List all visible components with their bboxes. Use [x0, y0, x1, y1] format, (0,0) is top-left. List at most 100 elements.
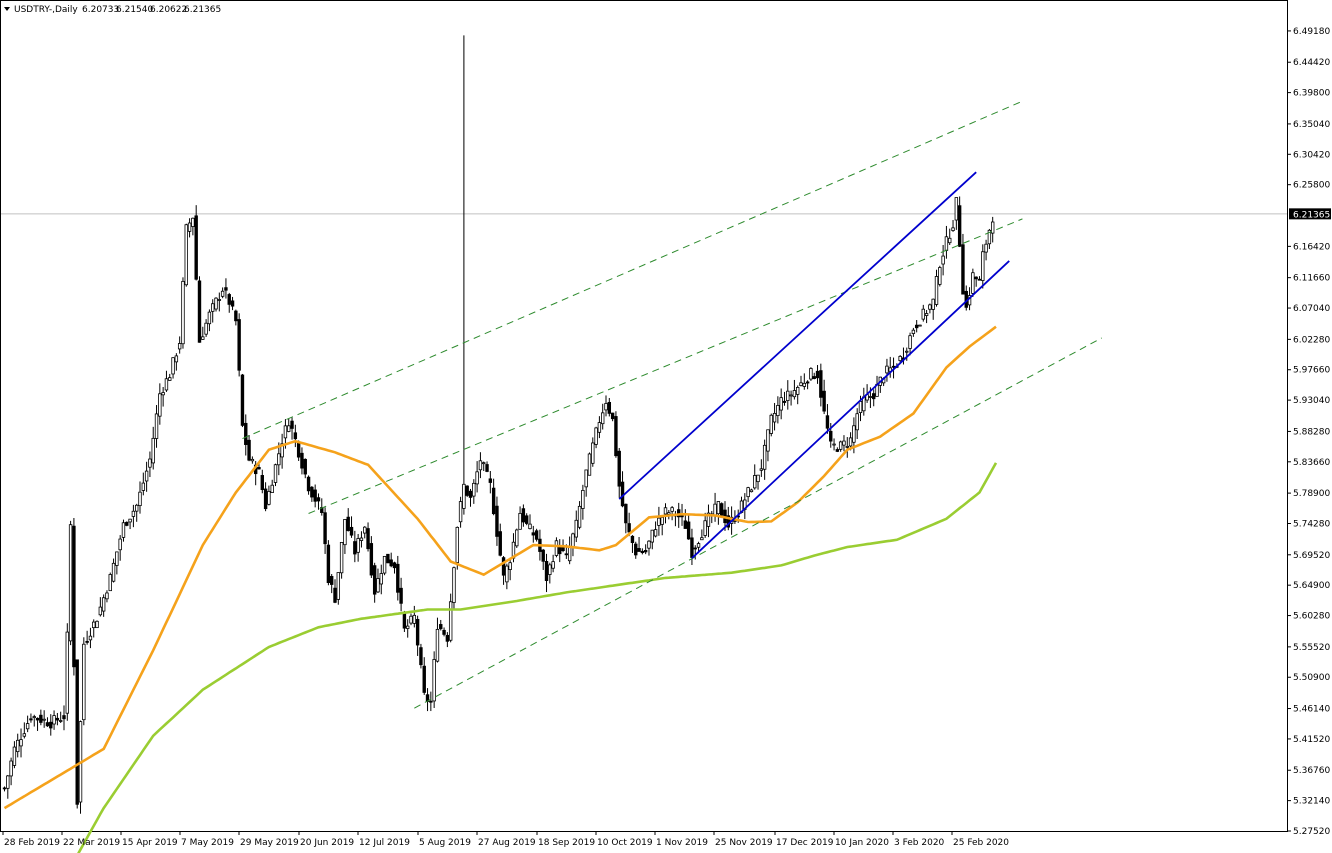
candle	[363, 526, 367, 539]
candle	[16, 733, 20, 758]
candle	[326, 540, 331, 586]
trend-line[interactable]	[618, 171, 977, 500]
candle	[300, 447, 304, 475]
y-tick-label: 6.49180	[1293, 27, 1330, 37]
candle	[412, 605, 417, 628]
candle	[287, 418, 291, 433]
price-axis[interactable]: 6.49180 6.44420 6.39800 6.35040 6.30420 6.258…	[1287, 27, 1330, 837]
candle	[12, 741, 17, 769]
candle	[191, 217, 195, 236]
x-tick-label: 18 Sep 2019	[538, 838, 595, 848]
candle	[98, 597, 103, 617]
candle	[448, 593, 453, 643]
candle	[435, 617, 440, 663]
candle	[386, 553, 390, 564]
candle	[872, 389, 876, 407]
candle	[822, 379, 826, 415]
candle	[177, 336, 182, 354]
trendlines[interactable]	[242, 100, 1102, 709]
candle	[554, 537, 559, 558]
candle	[392, 561, 397, 574]
candle	[313, 484, 317, 508]
trend-line[interactable]	[691, 260, 1010, 559]
candle	[151, 426, 155, 470]
candle	[72, 518, 76, 676]
y-tick-label: 5.93040	[1293, 396, 1330, 406]
candle	[491, 478, 496, 516]
candle	[604, 395, 608, 417]
candle	[769, 413, 773, 437]
candle	[88, 627, 93, 649]
candle	[406, 619, 410, 638]
x-tick-label: 1 Nov 2019	[656, 838, 708, 848]
candle	[799, 375, 803, 387]
time-axis[interactable]: 28 Feb 2019 22 Mar 2019 15 Apr 2019 7 May 2…	[2, 831, 1009, 848]
candle	[372, 562, 377, 603]
candle	[134, 503, 139, 522]
candle	[174, 353, 179, 371]
candle	[819, 363, 823, 407]
candle	[439, 619, 443, 631]
candle	[19, 728, 23, 758]
candle	[244, 414, 248, 456]
y-tick-label: 5.97660	[1293, 366, 1330, 376]
candle	[809, 367, 813, 381]
y-tick-label: 6.11660	[1293, 274, 1330, 284]
candle	[303, 458, 307, 479]
candle	[650, 529, 654, 550]
candle	[686, 514, 691, 540]
candle	[95, 620, 99, 629]
candle	[610, 412, 615, 422]
candle	[597, 416, 602, 439]
candle	[759, 459, 764, 477]
plot-area[interactable]	[0, 0, 1288, 832]
candle	[584, 469, 588, 497]
dropdown-triangle-icon[interactable]	[4, 7, 10, 11]
candle	[842, 435, 846, 452]
candle	[663, 503, 668, 524]
candle	[115, 551, 119, 575]
y-tick-label: 6.02280	[1293, 335, 1330, 345]
candle	[796, 385, 800, 405]
x-tick-label: 29 May 2019	[240, 838, 299, 848]
ma-slow-line[interactable]	[5, 462, 998, 853]
candle	[389, 552, 393, 568]
candle	[531, 525, 535, 543]
channel-line-dashed[interactable]	[308, 218, 1023, 514]
channel-line-dashed[interactable]	[414, 337, 1102, 709]
candle	[144, 461, 149, 492]
y-tick-label: 5.83660	[1293, 458, 1330, 468]
candle	[766, 429, 770, 462]
channel-line-dashed[interactable]	[242, 100, 1023, 439]
y-tick-label: 5.74280	[1293, 519, 1330, 529]
candle	[472, 479, 476, 504]
candle	[349, 516, 354, 538]
x-tick-label: 25 Feb 2020	[953, 838, 1009, 848]
candle	[905, 347, 909, 361]
x-tick-label: 25 Nov 2019	[715, 838, 773, 848]
y-tick-label: 6.44420	[1293, 58, 1330, 68]
y-tick-label: 5.78900	[1293, 489, 1330, 499]
candle	[230, 296, 235, 311]
ma-fast-line[interactable]	[3, 325, 997, 810]
candle	[931, 298, 935, 320]
candle	[128, 518, 132, 530]
x-tick-label: 10 Oct 2019	[597, 838, 653, 848]
candle	[419, 643, 423, 669]
candle	[39, 709, 43, 726]
candle	[488, 470, 493, 494]
candle	[270, 479, 274, 493]
candle	[62, 705, 66, 731]
y-tick-label: 5.32140	[1293, 797, 1330, 807]
candle	[204, 319, 208, 337]
candle	[161, 387, 165, 407]
candle	[954, 197, 959, 230]
candle	[343, 519, 347, 554]
candle	[356, 533, 360, 562]
ohlc-high: 6.21540	[116, 5, 153, 15]
candle	[815, 365, 820, 384]
candle	[138, 481, 142, 514]
y-tick-label: 5.64900	[1293, 581, 1330, 591]
x-tick-label: 15 Apr 2019	[122, 838, 178, 848]
